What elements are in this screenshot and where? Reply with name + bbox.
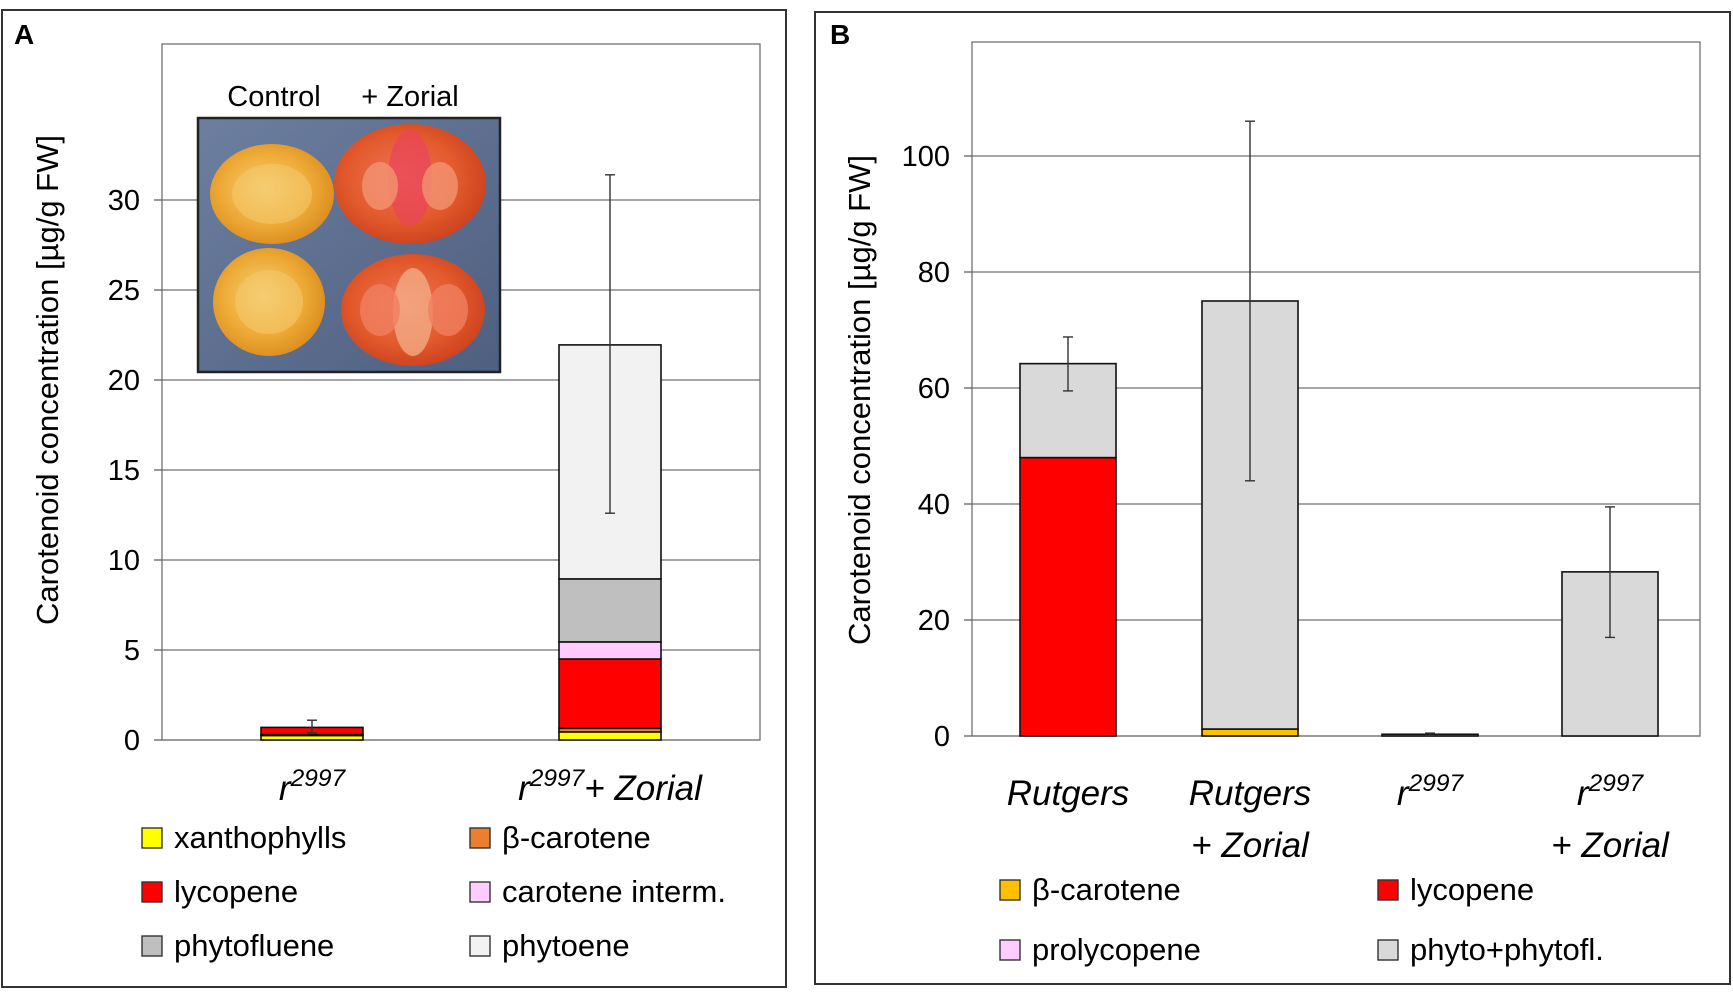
panel-b-y-tick-label: 100: [902, 141, 950, 173]
legend-label: phytofluene: [174, 928, 334, 963]
tomato-photo-inset: [196, 116, 502, 374]
panel-b-y-tick-label: 20: [918, 605, 950, 637]
panel-a-x-label: r2997: [279, 765, 347, 808]
inset-control-label: Control: [227, 81, 321, 113]
bar-segment-lycopene: [558, 658, 662, 730]
panel-a-y-tick-label: 30: [108, 185, 140, 217]
bar-segment-phytofluene: [558, 578, 662, 643]
bar-segment---carotene: [1201, 728, 1299, 737]
panel-b-x-label: Rutgers: [1189, 774, 1312, 813]
legend-label: prolycopene: [1032, 932, 1201, 967]
panel-a-x-label: r2997+ Zorial: [518, 765, 703, 808]
bar-segment-lycopene: [1019, 456, 1117, 737]
panel-a-y-tick-label: 25: [108, 275, 140, 307]
panel-b-x-label: Rutgers: [1007, 774, 1130, 813]
panel-a-y-tick-label: 5: [124, 635, 140, 667]
legend-label: β-carotene: [1032, 872, 1181, 907]
legend-label: lycopene: [1410, 872, 1534, 907]
bar-segment-phyto-phytofl-: [1561, 571, 1659, 737]
panel-b-y-tick-label: 0: [934, 721, 950, 753]
inset-zorial-label: + Zorial: [361, 81, 459, 113]
legend-swatch: [1377, 879, 1399, 901]
legend-swatch: [141, 881, 163, 903]
panel-b-y-axis-label: Carotenoid concentration [µg/g FW]: [842, 155, 877, 645]
panel-b-x-label: r2997: [1577, 770, 1645, 813]
legend-swatch: [469, 827, 491, 849]
legend-label: phytoene: [502, 928, 630, 963]
panel-b-label: B: [830, 19, 850, 50]
panel-b-y-tick-label: 60: [918, 373, 950, 405]
panel-a-y-axis-label: Carotenoid concentration [µg/g FW]: [30, 135, 65, 625]
legend-label: carotene interm.: [502, 874, 726, 909]
panel-a-y-tick-label: 15: [108, 455, 140, 487]
panel-b-y-tick-label: 40: [918, 489, 950, 521]
panel-a-y-tick-label: 0: [124, 725, 140, 757]
panel-b-x-label-line2: + Zorial: [1191, 826, 1310, 865]
legend-label: xanthophylls: [174, 820, 346, 855]
legend-swatch: [999, 939, 1021, 961]
legend-swatch: [469, 881, 491, 903]
bar-segment-xanthophylls: [558, 731, 662, 741]
legend-swatch: [141, 935, 163, 957]
legend-swatch: [141, 827, 163, 849]
panel-b-x-label-line2: + Zorial: [1551, 826, 1670, 865]
panel-b-x-label: r2997: [1397, 770, 1465, 813]
panel-a-label: A: [14, 19, 34, 50]
legend-label: phyto+phytofl.: [1410, 932, 1604, 967]
legend-swatch: [469, 935, 491, 957]
panel-a-y-tick-label: 20: [108, 365, 140, 397]
legend-swatch: [999, 879, 1021, 901]
legend-swatch: [1377, 939, 1399, 961]
panel-a-chart: 0 5 10 15 20 25 30 r2997 r2997+ Zorial Caroteno…: [30, 43, 761, 963]
bar-segment-carotene-interm-: [558, 641, 662, 660]
panel-b-chart: 0 20 40 60 80 100 Rutgers Rutgers + Zorial r2997…: [842, 41, 1701, 967]
panel-b-y-tick-label: 80: [918, 257, 950, 289]
panel-a-y-tick-label: 10: [108, 545, 140, 577]
legend-label: β-carotene: [502, 820, 651, 855]
legend-label: lycopene: [174, 874, 298, 909]
